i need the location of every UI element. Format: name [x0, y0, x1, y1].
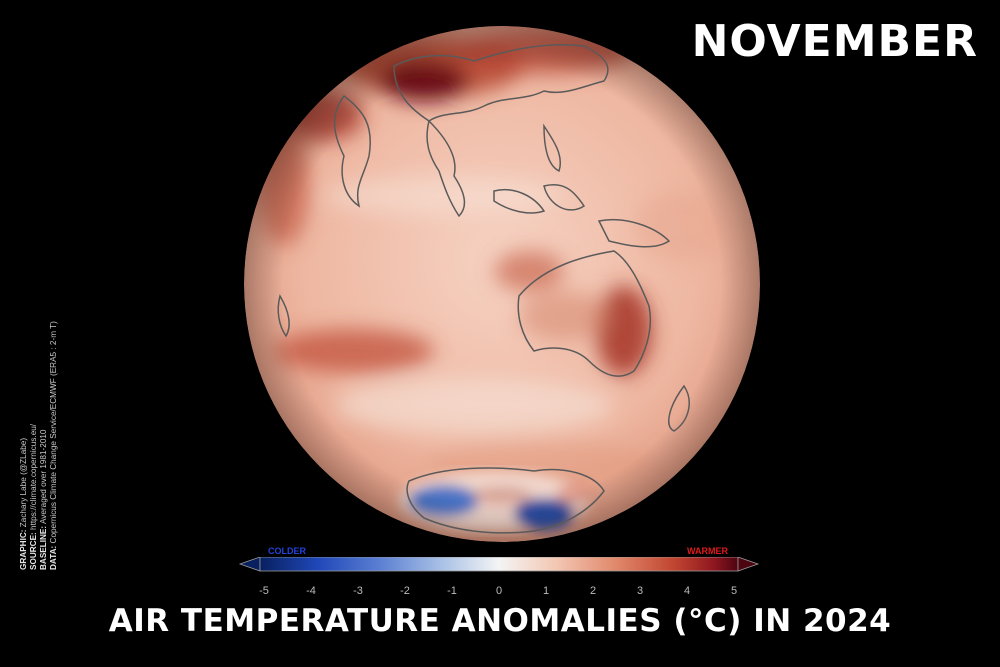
colorbar-tick-label: -3 — [353, 585, 363, 597]
credit-graphic: GRAPHIC: Zachary Labe (@ZLabe) — [19, 437, 28, 570]
colorbar-ramp — [238, 557, 760, 572]
colorbar-right-arrow — [737, 557, 760, 572]
figure-title: AIR TEMPERATURE ANOMALIES (°C) IN 2024 — [108, 603, 892, 639]
colorbar-tick-label: 2 — [589, 585, 597, 597]
colorbar-tick-label: 1 — [542, 585, 550, 597]
credit-baseline: BASELINE: Averaged over 1981-2010 — [39, 429, 48, 571]
colorbar-body — [259, 557, 739, 572]
colorbar-tick-label: -1 — [447, 585, 457, 597]
colder-label: COLDER — [268, 546, 306, 556]
credits-block: GRAPHIC: Zachary Labe (@ZLabe) SOURCE: h… — [19, 321, 59, 570]
colorbar-tick-label: 3 — [636, 585, 644, 597]
credit-source: SOURCE: https://climate.copernicus.eu/ — [29, 423, 38, 570]
colorbar-tick-label: -5 — [259, 585, 269, 597]
colorbar-tick-label: -2 — [400, 585, 410, 597]
colorbar-tick-label: 0 — [495, 585, 503, 597]
credit-data: DATA: Copernicus Climate Change Service/… — [49, 321, 58, 570]
month-title: NOVEMBER — [691, 16, 978, 67]
colorbar-tick-label: 5 — [730, 585, 738, 597]
colorbar-left-arrow — [238, 557, 261, 572]
colorbar-tick-label: -4 — [306, 585, 316, 597]
warmer-label: WARMER — [687, 546, 728, 556]
globe-map — [244, 26, 760, 542]
colorbar: COLDER WARMER -5 -4 -3 -2 -1 0 1 2 3 4 5 — [238, 545, 760, 605]
colorbar-tick-label: 4 — [683, 585, 691, 597]
